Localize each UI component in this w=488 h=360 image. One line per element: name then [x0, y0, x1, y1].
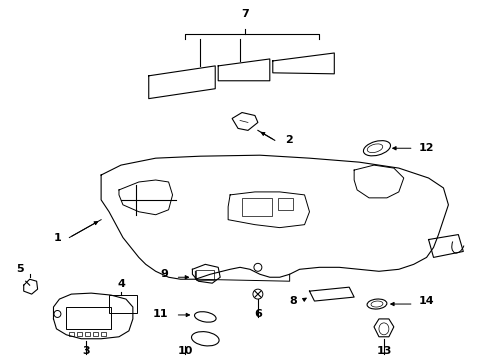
Bar [93, 332, 98, 336]
Bar [196, 270, 214, 280]
Bar [69, 332, 74, 336]
Bar [77, 332, 82, 336]
Text: 4: 4 [117, 279, 124, 289]
Bar [85, 332, 90, 336]
Bar [101, 332, 106, 336]
Text: 11: 11 [153, 309, 168, 319]
Bar [277, 198, 292, 210]
Text: 2: 2 [284, 135, 292, 145]
Bar [109, 295, 137, 313]
Bar [242, 198, 271, 216]
Text: 3: 3 [82, 346, 90, 356]
Text: 12: 12 [418, 143, 433, 153]
Text: 14: 14 [418, 296, 433, 306]
Text: 13: 13 [375, 346, 391, 356]
Text: 1: 1 [54, 233, 61, 243]
Text: 5: 5 [16, 264, 23, 274]
Text: 9: 9 [161, 269, 168, 279]
Text: 10: 10 [178, 346, 193, 356]
Text: 7: 7 [241, 9, 248, 19]
Text: 8: 8 [289, 296, 297, 306]
Text: 6: 6 [253, 309, 261, 319]
Bar [66, 307, 111, 329]
